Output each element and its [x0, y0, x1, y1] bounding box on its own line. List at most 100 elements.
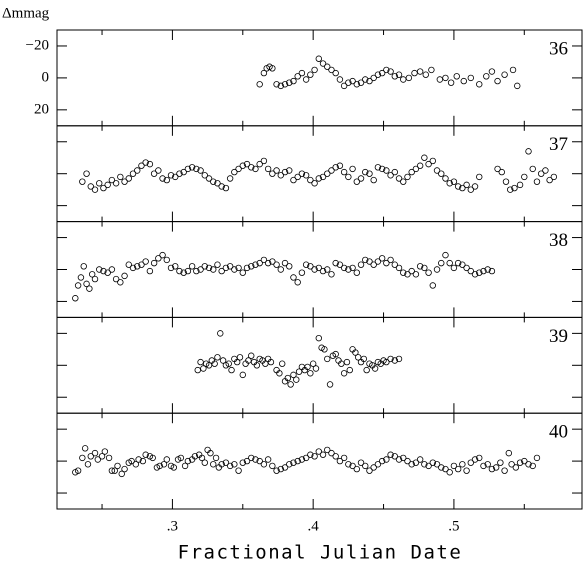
data-point: [498, 168, 505, 176]
data-point: [134, 263, 141, 270]
data-point: [525, 148, 532, 155]
data-point: [492, 464, 500, 471]
data-point: [74, 467, 82, 474]
data-point: [307, 451, 314, 458]
data-point: [324, 266, 331, 273]
data-point: [425, 462, 432, 470]
data-point: [370, 176, 377, 184]
data-point: [459, 461, 466, 468]
data-point: [231, 168, 238, 176]
data-point: [135, 456, 142, 463]
data-point: [155, 167, 162, 174]
data-point: [245, 357, 252, 364]
data-point: [400, 178, 407, 185]
data-point: [425, 160, 432, 168]
data-point: [163, 456, 170, 463]
data-point: [226, 263, 234, 270]
data-point: [383, 66, 390, 74]
data-point: [243, 160, 251, 168]
data-point: [412, 271, 420, 278]
data-point: [353, 465, 360, 473]
data-point: [467, 74, 475, 82]
data-point: [324, 355, 331, 363]
data-point: [349, 165, 356, 173]
data-point: [340, 168, 348, 176]
data-point: [362, 76, 369, 83]
data-point: [269, 170, 276, 177]
data-point: [172, 173, 179, 181]
data-point: [362, 462, 369, 470]
data-point: [446, 469, 453, 476]
data-point: [287, 381, 294, 388]
data-point: [256, 160, 263, 168]
data-point: [101, 448, 109, 455]
data-point: [319, 60, 327, 67]
data-point: [273, 81, 280, 88]
data-point: [484, 461, 491, 468]
data-point: [363, 366, 370, 374]
data-point: [454, 183, 462, 190]
data-point: [404, 457, 411, 465]
data-point: [319, 173, 327, 181]
data-point: [311, 266, 318, 273]
data-point: [231, 266, 238, 273]
data-point: [83, 170, 90, 177]
data-point: [332, 350, 339, 358]
x-axis-label: Fractional Julian Date: [178, 542, 463, 564]
data-point: [428, 66, 435, 74]
data-point: [433, 266, 441, 273]
data-point: [516, 181, 524, 189]
data-point: [72, 295, 79, 302]
data-point: [374, 258, 382, 265]
data-point: [429, 282, 437, 289]
data-point: [294, 279, 301, 286]
data-point: [214, 180, 221, 187]
data-point: [252, 261, 259, 268]
data-point: [100, 184, 107, 192]
data-point: [91, 449, 99, 457]
data-point: [463, 264, 470, 272]
data-point: [488, 465, 496, 473]
data-point: [146, 160, 154, 168]
data-point: [205, 175, 213, 182]
data-point: [374, 71, 382, 78]
data-point: [256, 457, 263, 465]
data-point: [442, 175, 449, 182]
data-point: [184, 457, 192, 465]
data-point: [114, 462, 121, 470]
data-point: [269, 65, 276, 72]
data-point: [387, 68, 394, 75]
data-point: [378, 69, 386, 77]
data-point: [408, 168, 415, 176]
data-point: [362, 168, 369, 176]
data-point: [236, 354, 244, 361]
data-point: [197, 358, 204, 366]
data-point: [416, 456, 424, 463]
data-point: [252, 165, 259, 173]
data-point: [366, 77, 373, 85]
data-point: [286, 461, 293, 468]
data-point: [542, 167, 549, 174]
data-point: [243, 264, 251, 272]
data-point: [512, 464, 520, 471]
data-point: [111, 467, 118, 474]
data-point: [366, 170, 373, 177]
data-point: [79, 454, 86, 462]
data-point: [96, 266, 103, 273]
data-point: [352, 349, 359, 356]
data-point: [391, 168, 399, 176]
data-point: [324, 63, 331, 70]
data-point: [328, 66, 335, 74]
data-point: [201, 459, 208, 466]
data-point: [222, 264, 230, 272]
data-point: [467, 459, 475, 466]
data-point: [87, 453, 94, 460]
data-point: [400, 454, 407, 462]
data-point: [408, 461, 415, 468]
data-point: [128, 457, 135, 465]
data-point: [319, 451, 327, 458]
data-point: [121, 272, 128, 280]
data-point: [117, 279, 124, 286]
data-point: [307, 370, 314, 377]
data-point: [336, 76, 344, 83]
